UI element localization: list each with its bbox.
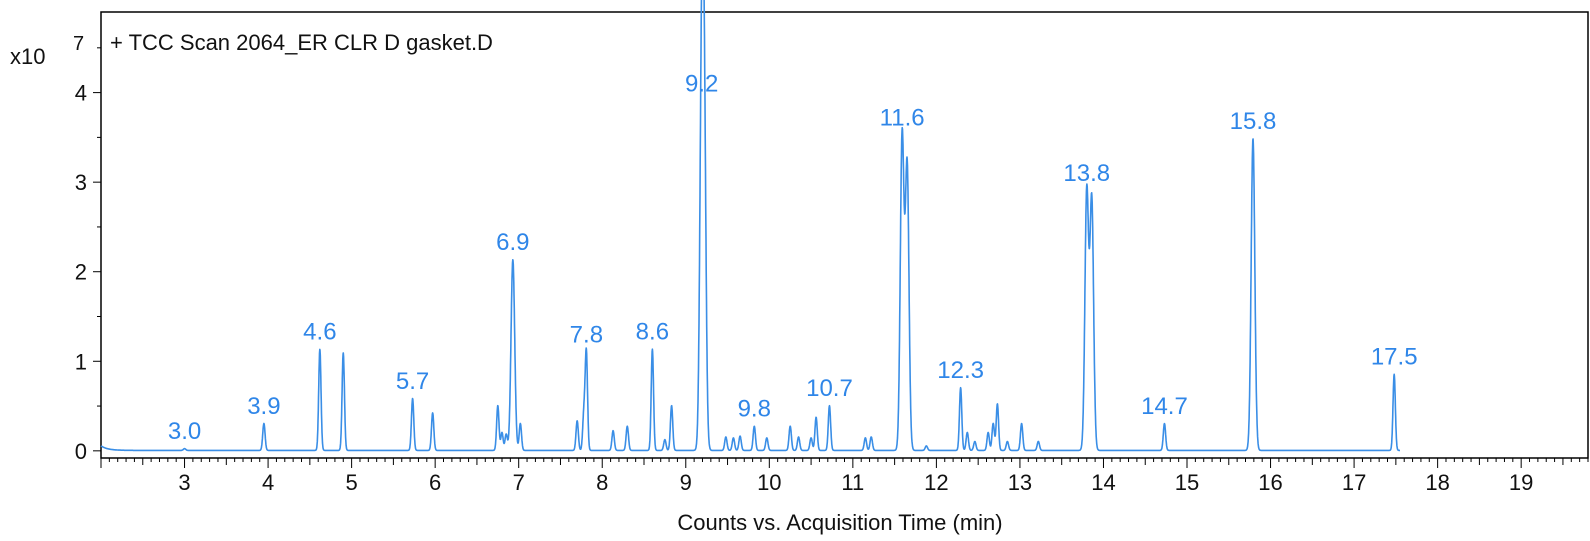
peak-label: 14.7 (1141, 393, 1188, 420)
x-axis-title: Counts vs. Acquisition Time (min) (677, 510, 1002, 535)
y-multiplier-exponent: 7 (73, 33, 84, 55)
tic-trace-line (100, 0, 1401, 452)
peak-label: 17.5 (1371, 344, 1418, 371)
x-tick-label: 18 (1425, 470, 1449, 495)
y-tick-label: 2 (75, 260, 87, 285)
x-tick-label: 10 (757, 470, 781, 495)
peak-label: 11.6 (880, 105, 925, 132)
x-tick-label: 8 (596, 470, 608, 495)
y-axis: 0 1 2 3 4 (75, 47, 101, 464)
x-tick-label: 12 (924, 470, 948, 495)
x-tick-label: 4 (262, 470, 274, 495)
peak-label: 3.9 (247, 393, 280, 420)
x-axis: 3 4 5 6 7 8 9 10 11 12 13 14 15 16 17 18 19 (100, 458, 1589, 495)
peak-label: 4.6 (303, 319, 336, 346)
x-tick-label: 6 (429, 470, 441, 495)
peak-label: 6.9 (496, 229, 529, 256)
y-tick-label: 1 (75, 349, 87, 374)
x-tick-label: 14 (1091, 470, 1115, 495)
peak-label: 9.8 (738, 396, 771, 423)
peak-label: 5.7 (396, 368, 429, 395)
x-tick-label: 15 (1175, 470, 1199, 495)
x-tick-label: 16 (1258, 470, 1282, 495)
x-tick-label: 11 (841, 470, 864, 495)
peak-label: 13.8 (1063, 160, 1110, 187)
peak-labels: 3.0 3.9 4.6 5.7 6.9 7.8 8.6 9.2 9.8 10.7 11.6 12.3 1… (168, 71, 1418, 445)
x-tick-label: 13 (1008, 470, 1032, 495)
y-multiplier: x10 (10, 44, 45, 69)
y-tick-label: 0 (75, 439, 87, 464)
peak-label: 10.7 (806, 375, 853, 402)
peak-label: 3.0 (168, 418, 201, 445)
y-tick-label: 3 (75, 170, 87, 195)
x-tick-label: 9 (680, 470, 692, 495)
x-tick-label: 3 (178, 470, 190, 495)
peak-label: 9.2 (685, 71, 718, 98)
x-tick-label: 7 (513, 470, 525, 495)
x-tick-label: 5 (345, 470, 357, 495)
chart-title: + TCC Scan 2064_ER CLR D gasket.D (110, 30, 493, 55)
y-tick-label: 4 (75, 81, 87, 106)
x-tick-label: 19 (1509, 470, 1533, 495)
peak-label: 8.6 (636, 319, 669, 346)
peak-label: 15.8 (1230, 108, 1277, 135)
peak-label: 7.8 (570, 321, 603, 348)
peak-label: 12.3 (937, 357, 984, 384)
x-tick-label: 17 (1342, 470, 1366, 495)
